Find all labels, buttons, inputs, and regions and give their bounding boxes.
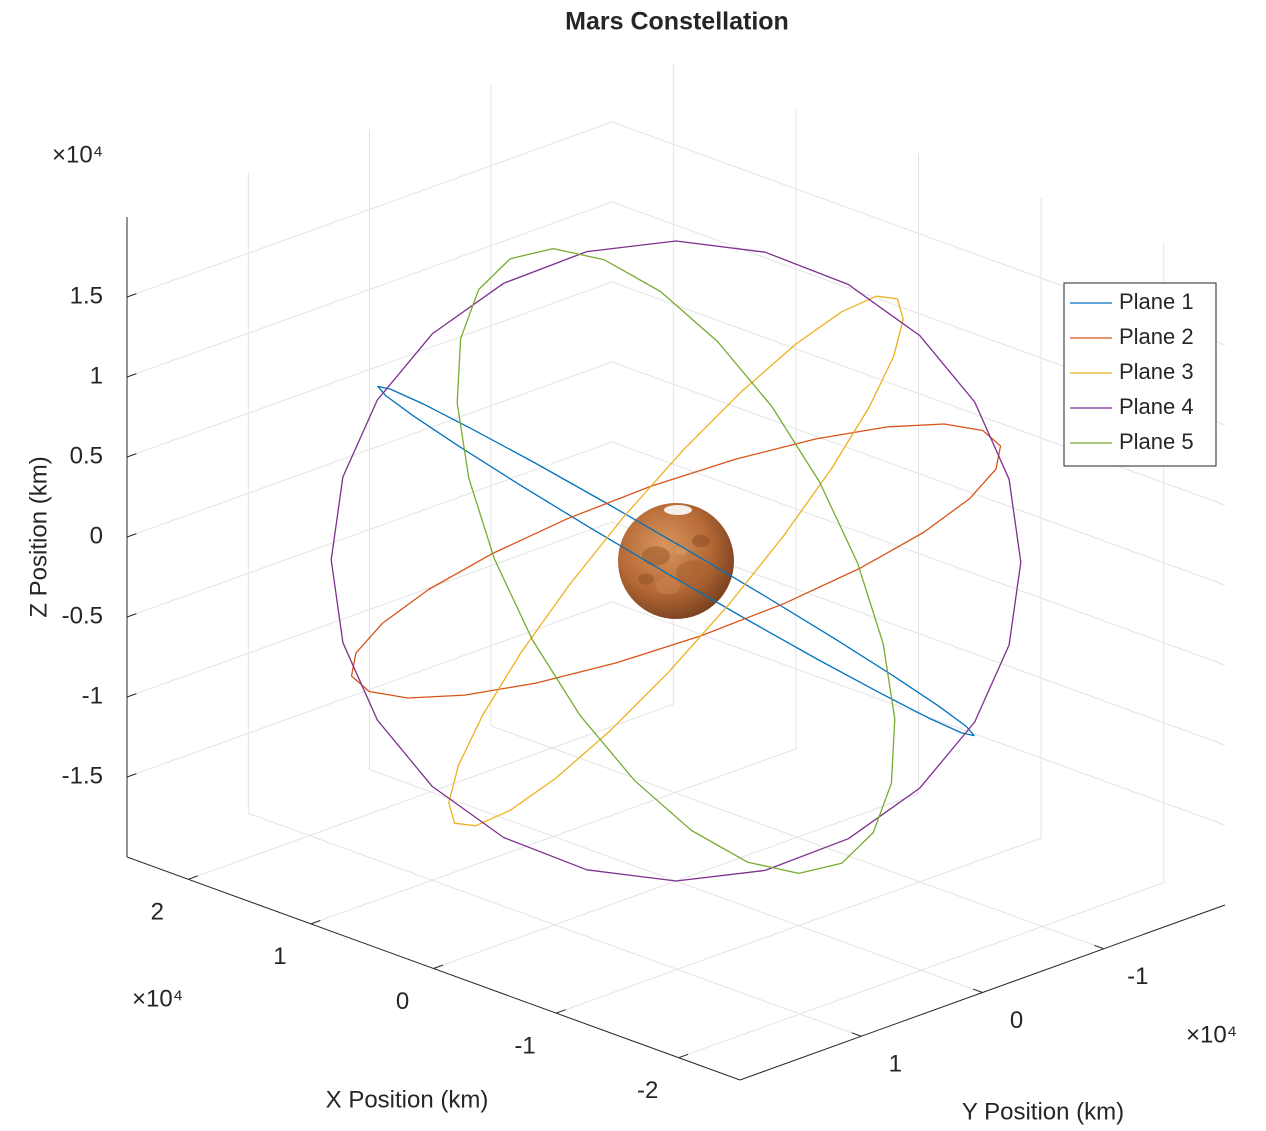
x-tick-label: 1 — [273, 943, 286, 970]
y-exponent: ×10⁴ — [1186, 1021, 1237, 1048]
z-tick — [127, 294, 136, 297]
mars-feature — [692, 535, 710, 548]
mars-feature — [638, 573, 654, 584]
y-tick-label: -1 — [1127, 963, 1148, 990]
legend-label: Plane 1 — [1119, 289, 1194, 314]
z-tick — [127, 614, 136, 617]
x-tick — [188, 876, 197, 879]
x-tick — [679, 1054, 688, 1057]
mars-polar-cap — [664, 505, 692, 515]
legend-label: Plane 4 — [1119, 394, 1194, 419]
y-tick-label: 0 — [1010, 1007, 1023, 1034]
z-tick-label: 0.5 — [70, 442, 103, 469]
mars-feature — [642, 546, 670, 566]
x-tick — [434, 965, 443, 968]
z-tick — [127, 694, 136, 697]
x-tick-label: 0 — [396, 988, 409, 1015]
legend-label: Plane 2 — [1119, 324, 1194, 349]
legend-label: Plane 3 — [1119, 359, 1194, 384]
z-tick-label: 0 — [90, 522, 103, 549]
grid-line — [188, 64, 673, 879]
y-tick-label: 1 — [889, 1051, 902, 1078]
z-exponent: ×10⁴ — [52, 141, 103, 168]
y-tick — [973, 989, 982, 992]
grid-line — [127, 202, 1225, 425]
grid-line — [556, 198, 1041, 1013]
z-tick — [127, 534, 136, 537]
chart-title: Mars Constellation — [565, 8, 789, 36]
legend: Plane 1 Plane 2 Plane 3 Plane 4 Plane 5 — [1064, 283, 1216, 466]
x-tick-label: -1 — [514, 1032, 535, 1059]
z-tick-label: 1.5 — [70, 282, 103, 309]
chart: -1.5 -1 -0.5 0 0.5 1 1.5 -2 -1 0 1 2 -1 0 1 Mars Const… — [0, 0, 1266, 1131]
grid-line — [127, 602, 1225, 825]
z-axis-label: Z Position (km) — [25, 456, 52, 617]
x-exponent: ×10⁴ — [132, 985, 183, 1012]
z-tick — [127, 454, 136, 457]
x-axis-label: X Position (km) — [326, 1086, 489, 1113]
page: {"chart_data": { "type": "line3d", "titl… — [0, 0, 1266, 1131]
grid-line — [127, 122, 1225, 345]
y-tick — [1094, 945, 1103, 948]
mars-feature — [656, 578, 680, 595]
z-tick-label: 1 — [90, 362, 103, 389]
y-axis-label: Y Position (km) — [962, 1098, 1124, 1125]
z-tick-label: -0.5 — [62, 602, 103, 629]
y-tick — [852, 1033, 861, 1036]
x-tick — [556, 1010, 565, 1013]
x-tick-label: 2 — [151, 899, 164, 926]
z-tick — [127, 774, 136, 777]
x-tick — [311, 921, 320, 924]
z-tick-label: -1.5 — [62, 762, 103, 789]
axis-layer: -1.5 -1 -0.5 0 0.5 1 1.5 -2 -1 0 1 2 -1 0 1 — [62, 217, 1225, 1104]
legend-label: Plane 5 — [1119, 429, 1194, 454]
x-tick-label: -2 — [637, 1077, 658, 1104]
grid-line — [311, 109, 796, 924]
z-tick — [127, 374, 136, 377]
z-tick-label: -1 — [82, 682, 103, 709]
grid-line — [127, 282, 1225, 505]
